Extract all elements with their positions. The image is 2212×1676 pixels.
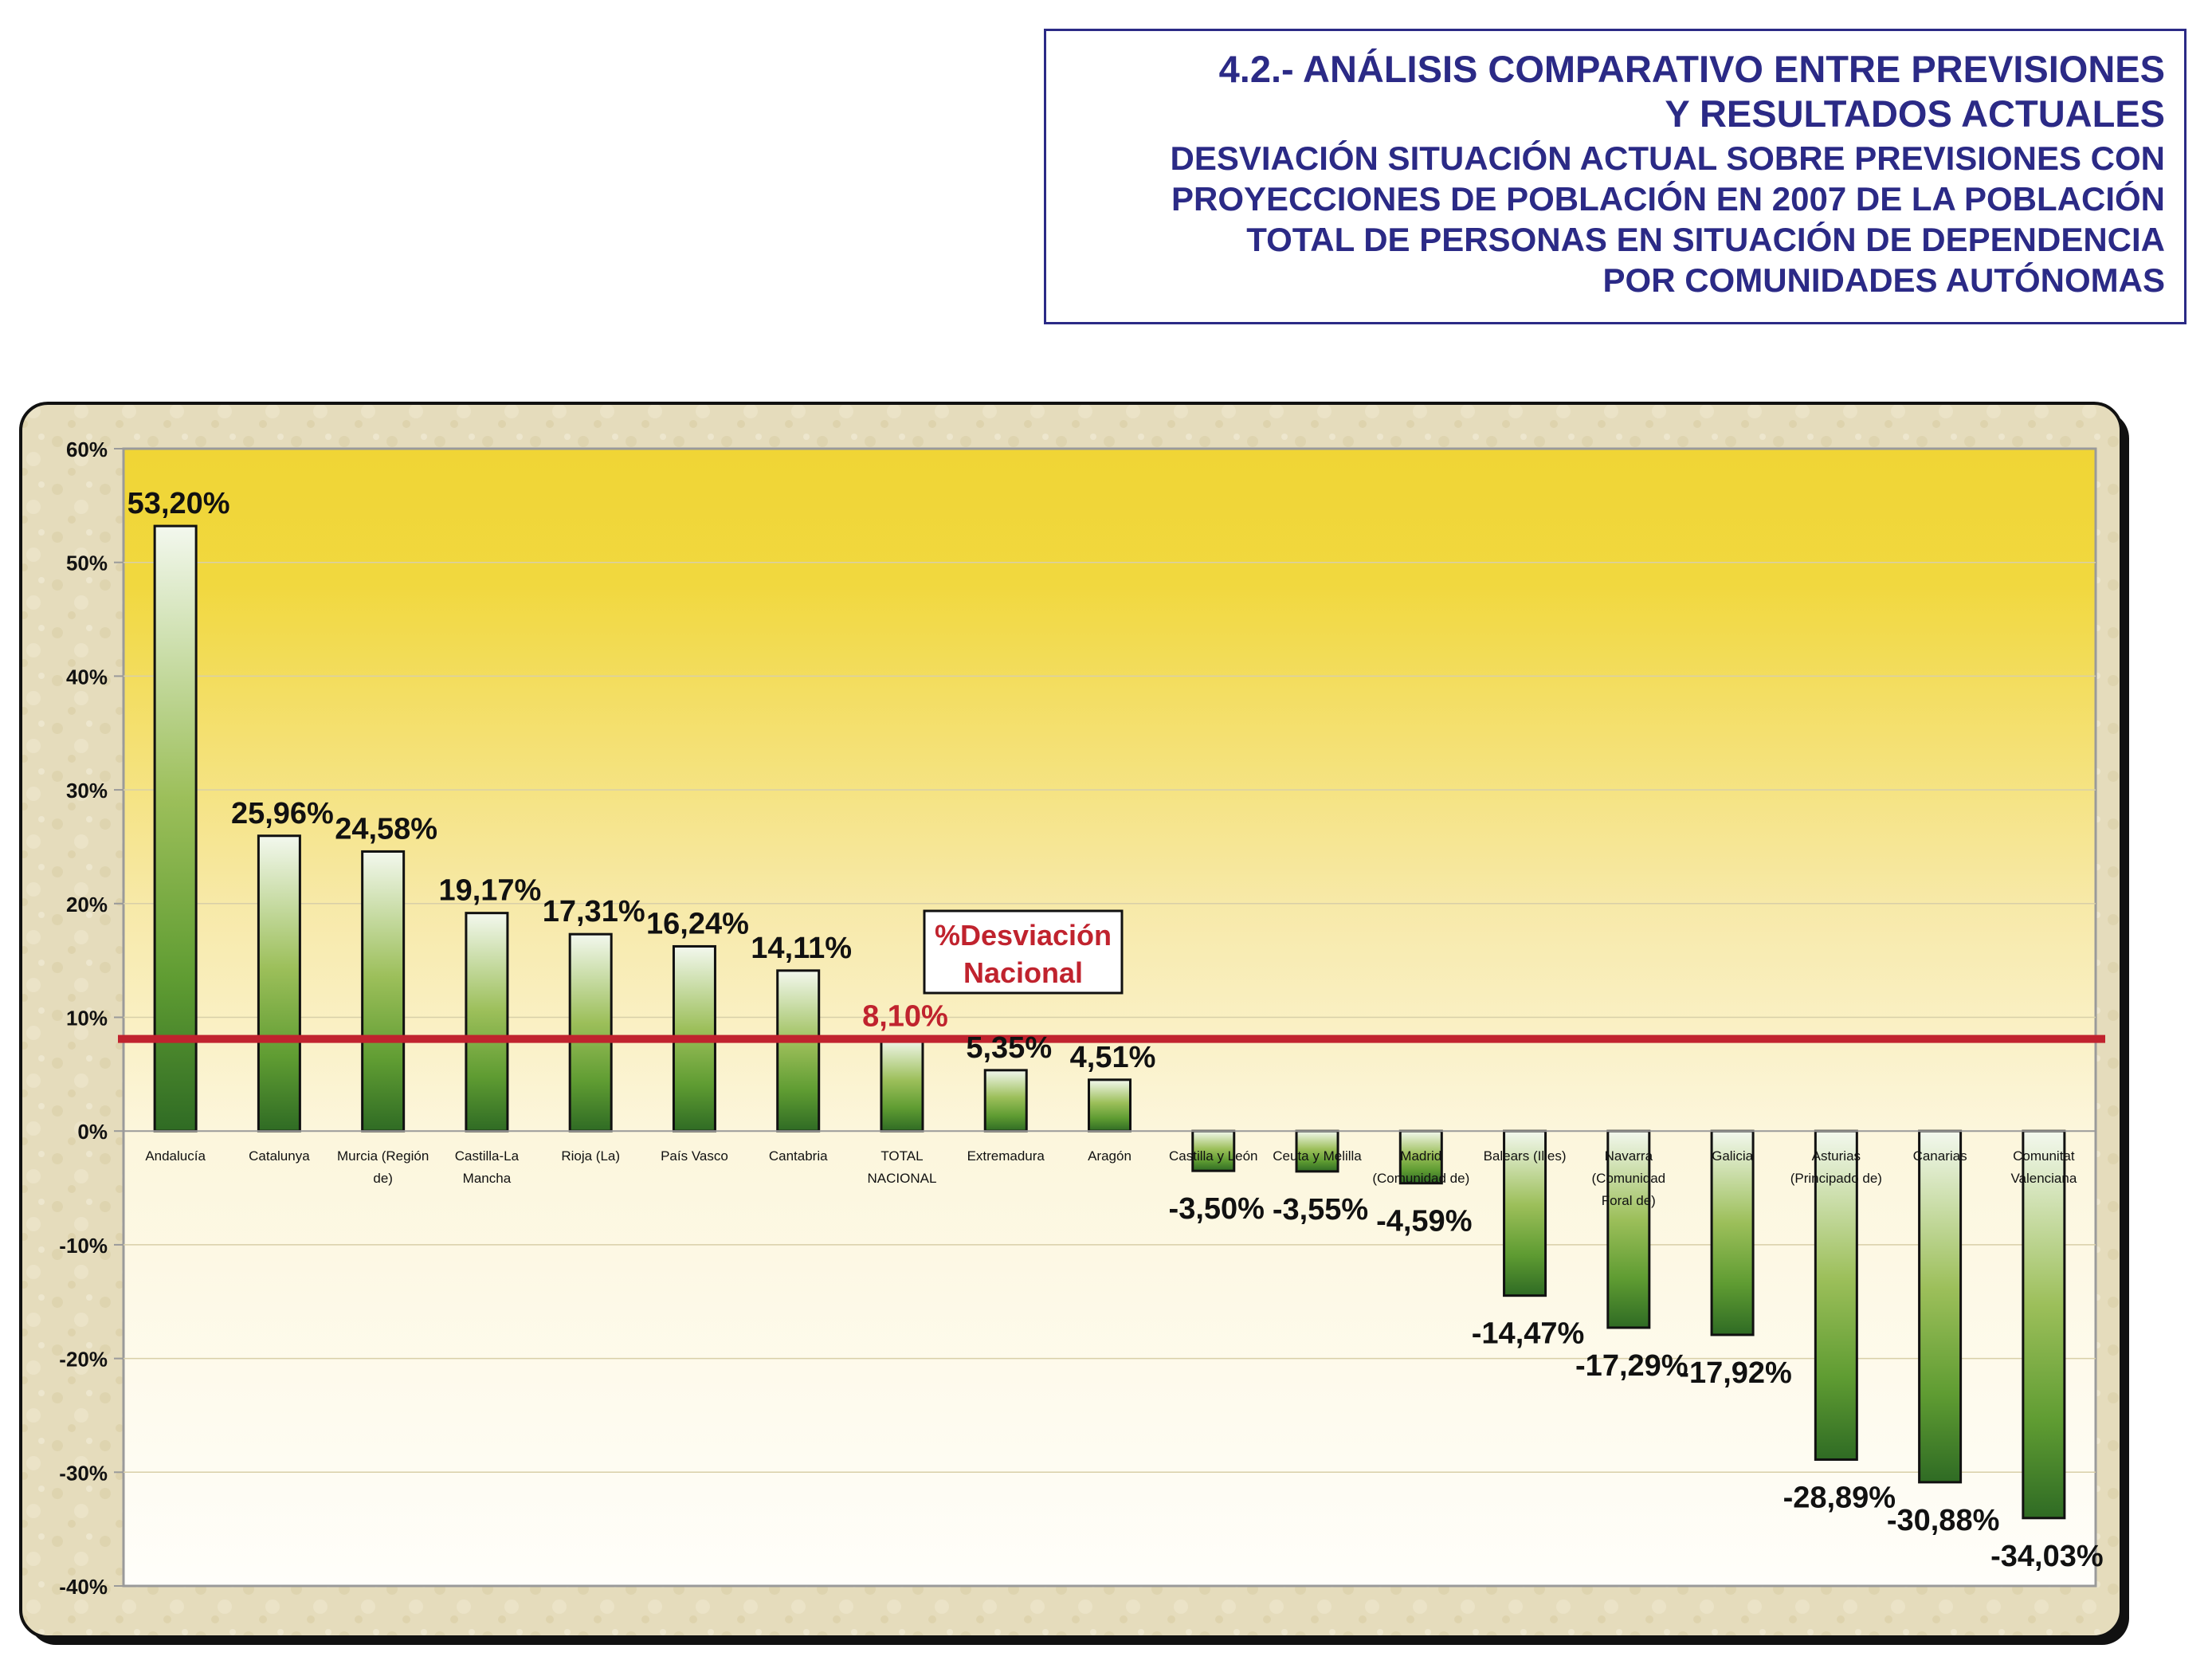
category-label: Mancha <box>463 1171 512 1186</box>
category-label: Castilla-La <box>455 1148 520 1164</box>
bar <box>361 850 406 1132</box>
legend-box <box>923 909 1124 995</box>
category-label: Canarias <box>1913 1148 1967 1164</box>
y-tick-label: 40% <box>66 665 108 689</box>
value-label: -17,92% <box>1679 1356 1792 1390</box>
value-label: -3,50% <box>1169 1192 1265 1226</box>
category-labels: Andalucía Catalunya Murcia (Región de) Casti… <box>145 1148 2077 1208</box>
bar <box>1191 1129 1236 1172</box>
bar <box>1918 1129 1963 1484</box>
value-label: 16,24% <box>646 907 749 940</box>
category-label: Navarra <box>1605 1148 1653 1164</box>
category-label: Extremadura <box>967 1148 1045 1164</box>
value-label: 53,20% <box>127 487 230 520</box>
category-label: NACIONAL <box>868 1171 937 1186</box>
category-label: Ceuta y Melilla <box>1273 1148 1362 1164</box>
value-label: -28,89% <box>1783 1481 1896 1514</box>
value-label: -34,03% <box>1990 1540 2104 1573</box>
y-tick-label: -10% <box>59 1234 108 1258</box>
value-label: 24,58% <box>335 812 437 846</box>
category-label: (Comunidad de) <box>1372 1171 1469 1186</box>
category-label: País Vasco <box>661 1148 728 1164</box>
bar <box>465 912 509 1132</box>
category-label: Cantabria <box>769 1148 828 1164</box>
y-tick-label: 30% <box>66 779 108 803</box>
category-label: Madrid <box>1400 1148 1441 1164</box>
y-tick-label: -30% <box>59 1461 108 1485</box>
title-line-2: Y RESULTADOS ACTUALES <box>1665 92 2165 135</box>
y-tick-label: -20% <box>59 1348 108 1372</box>
y-tick-label: 0% <box>77 1120 108 1144</box>
category-label: Foral de) <box>1602 1193 1656 1208</box>
category-label: (Principado de) <box>1790 1171 1882 1186</box>
y-tick-label: 60% <box>66 438 108 461</box>
bar <box>880 1038 924 1132</box>
category-label: Rioja (La) <box>561 1148 620 1164</box>
value-label: 25,96% <box>231 797 334 830</box>
value-label: -3,55% <box>1273 1193 1368 1227</box>
value-label: 17,31% <box>543 895 645 928</box>
category-label: Comunitat <box>2013 1148 2075 1164</box>
bar <box>1088 1078 1131 1132</box>
category-label: de) <box>373 1171 393 1186</box>
legend-line-1: %Desviación <box>935 919 1112 952</box>
value-label: 19,17% <box>438 874 541 908</box>
value-label: 5,35% <box>966 1031 1052 1065</box>
bar <box>776 969 821 1132</box>
value-label: -17,29% <box>1575 1349 1688 1383</box>
y-tick-label: 10% <box>66 1007 108 1030</box>
y-tick-label: 20% <box>66 893 108 917</box>
national-deviation-legend: %Desviación Nacional <box>923 909 1124 995</box>
value-labels: 53,20% 25,96% 24,58%19,17%17,31% 16,24%14,1… <box>127 487 2104 1573</box>
bar <box>2022 1129 2066 1520</box>
category-label: TOTAL <box>880 1148 923 1164</box>
y-tick-label: -40% <box>59 1575 108 1599</box>
category-label: Asturias <box>1812 1148 1861 1164</box>
title-line-1: 4.2.- ANÁLISIS COMPARATIVO ENTRE PREVISI… <box>1218 48 2165 90</box>
category-label: Aragón <box>1088 1148 1131 1164</box>
category-label: Murcia (Región <box>337 1148 429 1164</box>
subtitle-line-4: POR COMUNIDADES AUTÓNOMAS <box>1602 261 2165 299</box>
y-axis-ticks: 60% 50% 40% 30% 20% 10% 0% -10% -20% -30% -40% <box>59 438 124 1599</box>
value-label: -4,59% <box>1376 1205 1472 1238</box>
legend-line-2: Nacional <box>963 956 1083 989</box>
category-label: Galicia <box>1712 1148 1754 1164</box>
subtitle-line-2: PROYECCIONES DE POBLACIÓN EN 2007 DE LA … <box>1171 180 2165 218</box>
y-tick-label: 50% <box>66 551 108 575</box>
bars <box>153 524 2066 1520</box>
category-label: Catalunya <box>249 1148 310 1164</box>
value-label: 8,10% <box>862 1000 948 1034</box>
value-label: 4,51% <box>1070 1041 1156 1074</box>
subtitle-line-1: DESVIACIÓN SITUACIÓN ACTUAL SOBRE PREVIS… <box>1170 139 2165 177</box>
category-label: Balears (Illes) <box>1484 1148 1567 1164</box>
subtitle-line-3: TOTAL DE PERSONAS EN SITUACIÓN DE DEPEND… <box>1246 221 2165 258</box>
value-label: -30,88% <box>1887 1504 2000 1537</box>
category-label: (Comunidad <box>1592 1171 1666 1186</box>
value-label: 14,11% <box>751 932 852 965</box>
category-label: Valenciana <box>2010 1171 2077 1186</box>
bar <box>983 1069 1028 1132</box>
subtitle-block: DESVIACIÓN SITUACIÓN ACTUAL SOBRE PREVIS… <box>1062 138 2165 300</box>
grid-layer <box>124 561 2096 1474</box>
category-label: Castilla y León <box>1169 1148 1258 1164</box>
category-label: Andalucía <box>145 1148 206 1164</box>
value-label: -14,47% <box>1472 1317 1585 1351</box>
bar <box>257 834 301 1132</box>
bar <box>1710 1129 1755 1336</box>
bar <box>568 932 613 1132</box>
title-box: 4.2.- ANÁLISIS COMPARATIVO ENTRE PREVISI… <box>1044 29 2187 324</box>
